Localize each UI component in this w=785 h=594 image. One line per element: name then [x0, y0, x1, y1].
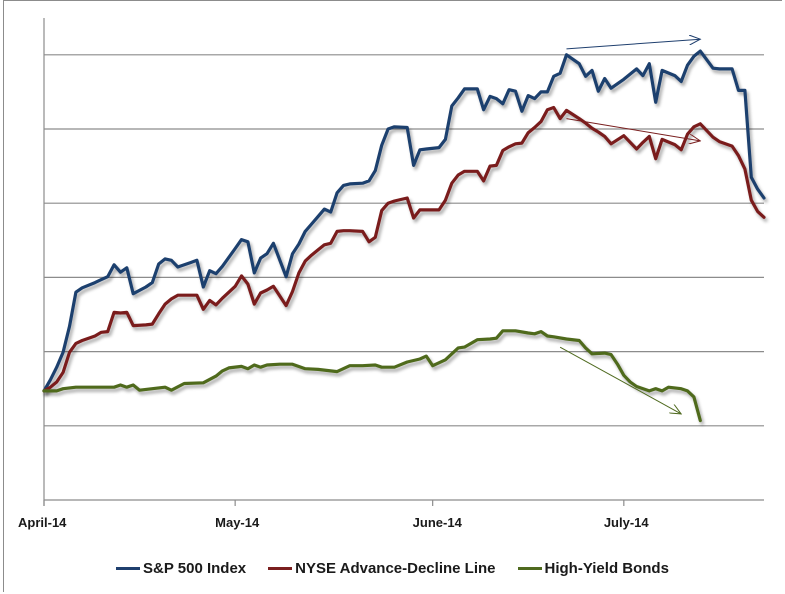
legend: S&P 500 Index NYSE Advance-Decline Line …	[0, 560, 785, 577]
legend-label-high-yield: High-Yield Bonds	[544, 560, 669, 577]
series-line-high-yield-bonds	[42, 329, 702, 423]
trend-arrow	[566, 118, 700, 141]
legend-swatch-sp500	[116, 567, 141, 570]
legend-label-nyse-ad: NYSE Advance-Decline Line	[295, 560, 496, 577]
gridlines	[44, 54, 764, 427]
x-tick-label: May-14	[215, 515, 260, 530]
series-line-s-p-500-index	[42, 49, 766, 393]
trend-arrow	[559, 346, 681, 414]
trend-arrows	[559, 39, 700, 414]
series-lines	[42, 49, 766, 423]
chart-frame	[3, 0, 782, 592]
legend-swatch-nyse-ad	[268, 567, 293, 570]
legend-item-high-yield: High-Yield Bonds	[517, 560, 669, 577]
legend-swatch-high-yield	[517, 567, 542, 570]
legend-item-sp500: S&P 500 Index	[116, 560, 246, 577]
x-tick-label: June-14	[413, 515, 463, 530]
axes	[43, 18, 764, 506]
legend-label-sp500: S&P 500 Index	[143, 560, 247, 577]
trend-arrow	[566, 39, 700, 50]
x-tick-label: April-14	[18, 515, 67, 530]
series-line-nyse-advance-decline-line	[42, 105, 766, 393]
x-axis-ticks: April-14 May-14 June-14 July-14	[18, 500, 649, 530]
legend-item-nyse-ad: NYSE Advance-Decline Line	[268, 560, 496, 577]
x-tick-label: July-14	[604, 515, 650, 530]
